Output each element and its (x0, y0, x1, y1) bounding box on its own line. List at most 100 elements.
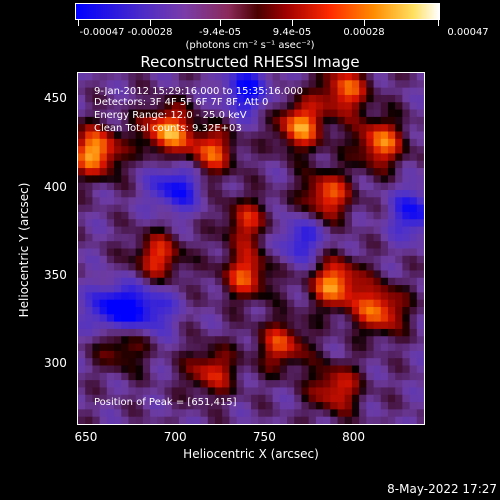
heatmap-cell (128, 197, 137, 206)
heatmap-cell (387, 153, 396, 162)
heatmap-cell (416, 248, 424, 257)
heatmap-cell (323, 336, 331, 344)
heatmap-cell (135, 124, 144, 132)
colorbar-tick-label: -0.00047 (79, 27, 125, 38)
heatmap-cell (178, 350, 187, 359)
heatmap-cell (229, 285, 237, 293)
heatmap-cell (157, 153, 165, 162)
heatmap-cell (279, 409, 288, 418)
heatmap-cell (409, 80, 418, 89)
heatmap-cell (78, 350, 86, 359)
heatmap-cell (106, 255, 115, 264)
heatmap-cell (287, 94, 295, 103)
heatmap-cell (178, 328, 187, 337)
heatmap-cell (150, 299, 158, 308)
heatmap-cell (387, 138, 396, 147)
heatmap-cell (128, 116, 137, 125)
heatmap-cell (315, 80, 324, 89)
heatmap-cell (157, 336, 165, 344)
heatmap-cell (387, 80, 396, 89)
heatmap-cell (258, 380, 266, 388)
heatmap-cell (214, 387, 223, 396)
heatmap-cell (200, 321, 209, 330)
heatmap-cell (308, 394, 317, 403)
heatmap-cell (178, 321, 187, 330)
heatmap-cell (337, 292, 346, 301)
heatmap-cell (85, 138, 93, 147)
heatmap-cell (222, 80, 230, 89)
heatmap-cell (193, 358, 201, 366)
heatmap-cell (135, 160, 144, 169)
heatmap-cell (387, 219, 396, 227)
heatmap-cell (157, 277, 165, 286)
heatmap-cell (214, 299, 223, 308)
heatmap-cell (337, 94, 346, 103)
heatmap-cell (279, 146, 288, 154)
heatmap-cell (265, 73, 274, 81)
annotation-time-range: 9-Jan-2012 15:29:16.000 to 15:35:16.000 (94, 86, 303, 97)
heatmap-cell (301, 131, 310, 140)
heatmap-cell (243, 321, 252, 330)
heatmap-cell (121, 292, 129, 301)
heatmap-cell (78, 146, 86, 154)
heatmap-cell (279, 124, 288, 132)
heatmap-cell (200, 190, 209, 198)
heatmap-cell (272, 416, 281, 424)
heatmap-cell (150, 321, 158, 330)
heatmap-cell (85, 233, 93, 242)
heatmap-cell (337, 372, 346, 381)
heatmap-cell (387, 343, 396, 352)
heatmap-plot[interactable] (77, 72, 425, 425)
heatmap-cell (178, 94, 187, 103)
heatmap-cell (121, 94, 129, 103)
heatmap-cell (142, 87, 151, 96)
heatmap-cell (344, 138, 353, 147)
heatmap-cell (251, 299, 259, 308)
heatmap-cell (150, 197, 158, 206)
colorbar-units: (photons cm⁻² s⁻¹ asec⁻²) (185, 40, 315, 51)
heatmap-cell (251, 190, 259, 198)
heatmap-cell (186, 241, 194, 249)
heatmap-cell (301, 292, 310, 301)
heatmap-cell (251, 285, 259, 293)
heatmap-cell (351, 416, 360, 424)
heatmap-cell (229, 321, 237, 330)
heatmap-cell (171, 80, 180, 89)
heatmap-cell (85, 190, 93, 198)
heatmap-cell (85, 73, 93, 81)
heatmap-cell (337, 102, 346, 110)
heatmap-cell (258, 241, 266, 249)
heatmap-cell (351, 248, 360, 257)
heatmap-cell (171, 416, 180, 424)
heatmap-cell (128, 277, 137, 286)
heatmap-cell (222, 365, 230, 374)
heatmap-cell (366, 197, 374, 206)
heatmap-cell (178, 131, 187, 140)
heatmap-cell (265, 380, 274, 388)
heatmap-cell (323, 299, 331, 308)
heatmap-cell (200, 87, 209, 96)
heatmap-cell (272, 94, 281, 103)
heatmap-cell (301, 402, 310, 410)
heatmap-cell (114, 168, 122, 176)
heatmap-cell (301, 321, 310, 330)
heatmap-cell (380, 306, 389, 315)
heatmap-cell (315, 270, 324, 279)
heatmap-cell (258, 102, 266, 110)
heatmap-cell (330, 80, 338, 89)
heatmap-cell (243, 168, 252, 176)
heatmap-cell (416, 197, 424, 206)
heatmap-cell (207, 87, 216, 96)
heatmap-cell (344, 248, 353, 257)
heatmap-cell (106, 336, 115, 344)
heatmap-cell (106, 394, 115, 403)
heatmap-cell (402, 358, 410, 366)
heatmap-cell (323, 358, 331, 366)
heatmap-cell (214, 314, 223, 323)
heatmap-cell (178, 146, 187, 154)
heatmap-cell (214, 190, 223, 198)
heatmap-cell (200, 358, 209, 366)
heatmap-cell (287, 328, 295, 337)
heatmap-cell (114, 248, 122, 257)
heatmap-cell (114, 146, 122, 154)
